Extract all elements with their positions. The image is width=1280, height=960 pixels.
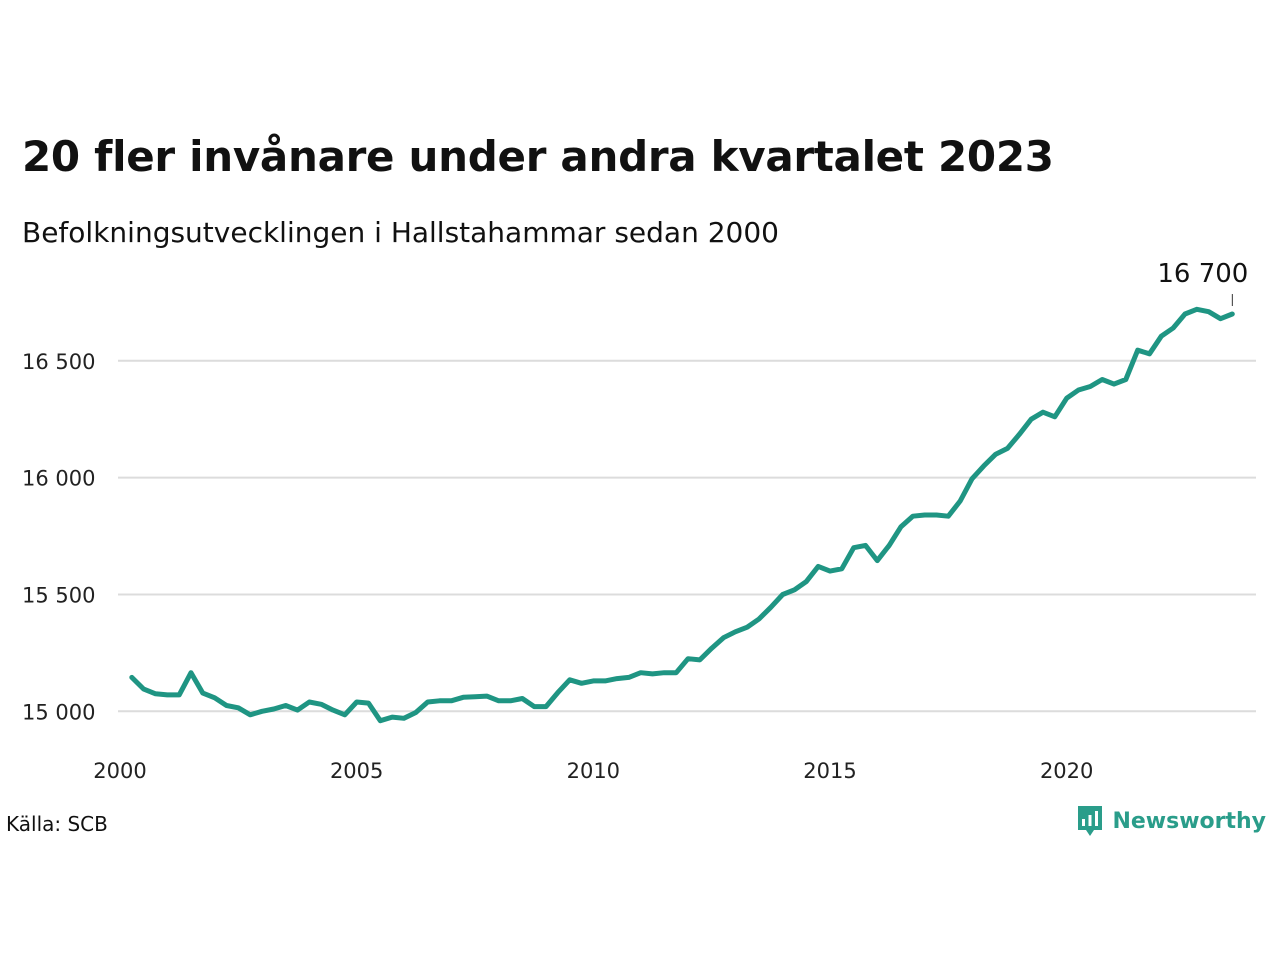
- x-tick-label: 2010: [567, 759, 620, 783]
- y-axis-tick-labels: 15 000 15 500 16 000 16 500: [22, 350, 95, 725]
- y-tick-label: 15 500: [22, 583, 95, 607]
- last-value-annotation: 16 700: [1157, 259, 1248, 307]
- source-note: Källa: SCB: [6, 812, 108, 836]
- y-tick-label: 16 500: [22, 350, 95, 374]
- x-tick-label: 2005: [330, 759, 383, 783]
- chart-subtitle: Befolkningsutvecklingen i Hallstahammar …: [22, 216, 779, 249]
- series-lines: [129, 306, 1235, 724]
- x-axis-tick-labels: 2000 2005 2010 2015 2020: [93, 759, 1093, 783]
- series-line-0: [129, 306, 1235, 724]
- chart-title: 20 fler invånare under andra kvartalet 2…: [22, 132, 1054, 181]
- x-tick-label: 2020: [1040, 759, 1093, 783]
- y-tick-label: 16 000: [22, 467, 95, 491]
- y-tick-label: 15 000: [22, 700, 95, 724]
- brand-name: Newsworthy: [1112, 808, 1266, 834]
- x-tick-label: 2000: [93, 759, 146, 783]
- brand-logo[interactable]: Newsworthy: [1076, 804, 1266, 838]
- gridlines: [118, 359, 1256, 713]
- x-tick-label: 2015: [803, 759, 856, 783]
- newsworthy-logo-icon: [1078, 806, 1103, 836]
- last-value-label: 16 700: [1157, 259, 1248, 289]
